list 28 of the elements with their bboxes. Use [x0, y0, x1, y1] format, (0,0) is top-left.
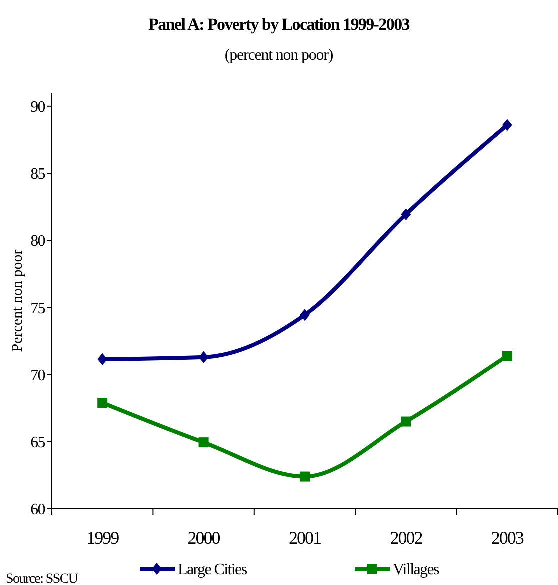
y-tick-label: 80: [30, 233, 46, 250]
point: [300, 309, 310, 322]
x-tick-label: 2000: [188, 528, 221, 548]
y-tick-label: 90: [30, 99, 46, 116]
source-note: Source: SSCU: [6, 572, 78, 585]
point: [401, 208, 412, 220]
point: [401, 416, 412, 427]
legend-label: Large Cities: [178, 562, 248, 579]
point: [300, 472, 310, 482]
y-tick-label: 75: [30, 300, 46, 318]
point: [198, 438, 209, 448]
legend-label: Villages: [393, 562, 440, 579]
x-tick-label: 2003: [491, 528, 524, 548]
y-tick-label: 65: [30, 434, 46, 452]
point: [98, 353, 108, 366]
y-tick-label: 70: [30, 367, 46, 384]
point: [198, 351, 209, 364]
point: [98, 398, 108, 408]
x-tick-label: 2002: [390, 528, 422, 548]
y-tick-label: 60: [30, 502, 46, 519]
x-tick-label: 1999: [86, 528, 120, 548]
x-tick-label: 2001: [289, 528, 321, 548]
y-tick-label: 85: [30, 166, 46, 184]
y-axis-title: Percent non poor: [10, 250, 26, 352]
chart-title: Panel A: Poverty by Location 1999-2003: [148, 15, 410, 34]
point: [502, 351, 512, 362]
chart-subtitle: (percent non poor): [224, 47, 334, 64]
point: [502, 119, 512, 132]
